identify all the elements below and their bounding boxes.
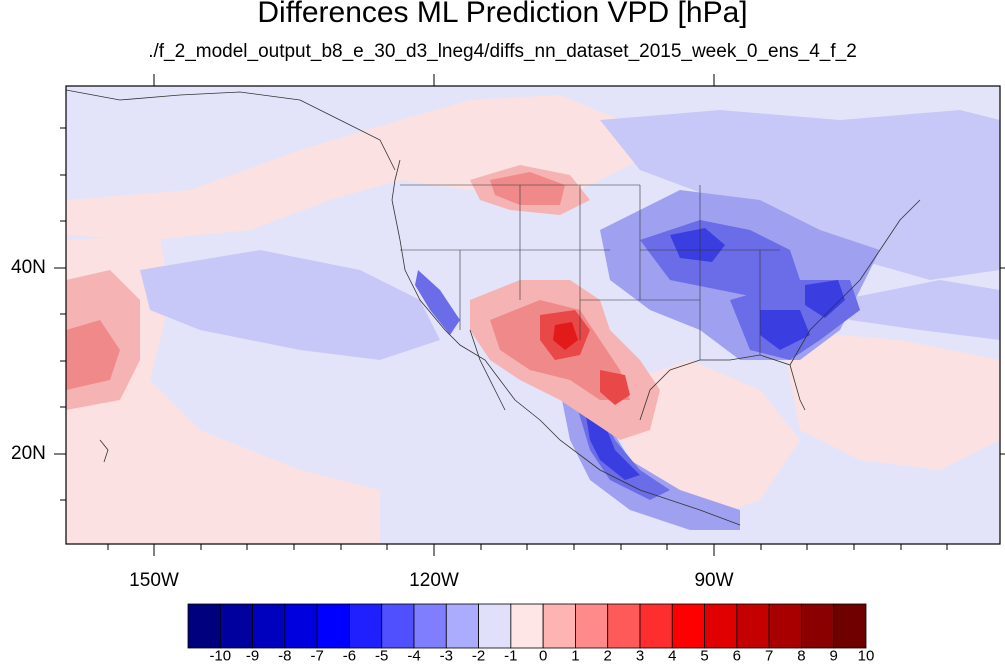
- colorbar-label: -10: [209, 647, 232, 665]
- colorbar-swatch: [413, 603, 447, 649]
- colorbar-swatch: [736, 603, 770, 649]
- colorbar-label: 1: [571, 647, 580, 665]
- pacific-warm-region: [66, 95, 640, 240]
- colorbar-swatch: [187, 603, 221, 649]
- colorbar-label: -1: [504, 647, 518, 665]
- colorbar-label: 4: [668, 647, 677, 665]
- colorbar-label: -3: [439, 647, 453, 665]
- colorbar-swatch: [801, 603, 835, 649]
- colorbar-label: 8: [797, 647, 806, 665]
- colorbar-swatch: [510, 603, 544, 649]
- map-title: Differences ML Prediction VPD [hPa]: [257, 0, 748, 29]
- coastlines: [66, 89, 921, 526]
- colorbar-swatch: [284, 603, 318, 649]
- colorbar-swatch: [219, 603, 253, 649]
- colorbar-label: 2: [603, 647, 612, 665]
- lat-label-40n: 40N: [11, 257, 46, 278]
- colorbar-label: 7: [764, 647, 774, 665]
- colorbar-swatch: [768, 603, 802, 649]
- pacific-warm-peak: [66, 320, 120, 390]
- texas-moist-peak: [600, 370, 630, 405]
- state-borders: [400, 184, 780, 360]
- lat-label-20n: 20N: [11, 443, 46, 464]
- colorbar-label: 10: [857, 647, 875, 665]
- lon-label-120w: 120W: [409, 570, 459, 591]
- pacific-cool-band: [140, 250, 440, 360]
- colorbar-label: -5: [375, 647, 389, 665]
- colorbar-label: -7: [310, 647, 324, 665]
- axis-ticks: [54, 74, 1005, 556]
- colorbar-label: 3: [635, 647, 645, 665]
- colorbar-label: -2: [471, 647, 486, 665]
- colorbar-swatch: [607, 603, 641, 649]
- colorbar-label: 9: [829, 647, 838, 665]
- lon-label-150w: 150W: [129, 570, 179, 591]
- colorbar-swatch: [671, 603, 705, 649]
- mid-atlantic-dry-peak: [805, 280, 845, 318]
- colorbar-label: -4: [407, 647, 421, 665]
- colorbar-swatch: [316, 603, 350, 649]
- map-frame: [65, 85, 1001, 545]
- colorbar-label: -8: [278, 647, 292, 665]
- colorbar-label: 0: [538, 647, 548, 665]
- atlantic-warm-region: [780, 330, 1000, 470]
- colorbar-label: 6: [732, 647, 742, 665]
- colorbar-swatch: [478, 603, 512, 649]
- east-cool-band: [840, 280, 1000, 340]
- colorbar-label: 5: [700, 647, 709, 665]
- colorbar-swatch: [833, 603, 867, 649]
- colorbar-swatch: [445, 603, 479, 649]
- colorbar-label: -9: [245, 647, 260, 665]
- colorbar-swatch: [639, 603, 673, 649]
- colorbar-swatch: [349, 603, 383, 649]
- iowa-dry-peak: [670, 228, 725, 262]
- colorbar-label: -6: [342, 647, 357, 665]
- colorbar-swatch: [252, 603, 286, 649]
- contour-field: [66, 86, 1000, 544]
- southwest-warm-region: [66, 235, 380, 544]
- new-mexico-moist-max: [553, 322, 578, 350]
- colorbar-swatch: [542, 603, 576, 649]
- carolina-dry-peak: [760, 310, 810, 350]
- california-dry-core: [415, 270, 460, 335]
- colorbar-swatch: [381, 603, 415, 649]
- lon-label-90w: 90W: [694, 570, 734, 591]
- colorbar-swatch: [704, 603, 738, 649]
- north-cool-band: [600, 110, 1000, 280]
- mexico-dry-peak: [585, 410, 640, 480]
- montana-moist-core: [490, 172, 565, 205]
- colorbar-swatch: [575, 603, 609, 649]
- map-subtitle: ./f_2_model_output_b8_e_30_d3_lneg4/diff…: [148, 41, 857, 62]
